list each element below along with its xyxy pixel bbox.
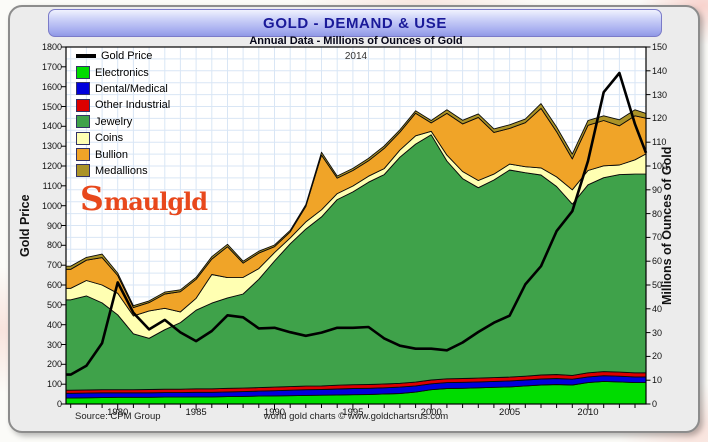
left-tick-label: 1000 — [41, 200, 62, 211]
right-tick-label: 70 — [652, 232, 663, 243]
legend-item: Bullion — [76, 146, 170, 162]
legend-color-swatch — [76, 82, 90, 96]
left-tick-label: 1600 — [41, 81, 62, 92]
right-tick-label: 60 — [652, 256, 663, 267]
legend-label: Electronics — [95, 66, 149, 79]
legend-line-swatch — [76, 54, 96, 59]
left-tick-label: 100 — [46, 379, 62, 390]
x-tick-label: 1990 — [263, 407, 286, 418]
left-tick-label: 400 — [46, 319, 62, 330]
x-tick-label: 2000 — [420, 407, 442, 418]
left-tick-label: 200 — [46, 359, 62, 370]
legend-item: Other Industrial — [76, 97, 170, 113]
legend-item: Coins — [76, 130, 170, 146]
right-tick-label: 80 — [652, 208, 663, 219]
left-tick-label: 1400 — [41, 121, 62, 132]
legend-item: Electronics — [76, 64, 170, 80]
right-tick-label: 130 — [652, 89, 668, 100]
right-tick-label: 30 — [652, 327, 663, 338]
right-tick-label: 110 — [652, 137, 667, 148]
chart-legend: Gold Price Electronics Dental/Medical Other… — [76, 48, 170, 179]
left-tick-label: 700 — [46, 260, 62, 271]
header-bar: GOLD - DEMAND & USE — [48, 9, 662, 37]
left-tick-label: 600 — [46, 280, 62, 290]
legend-color-swatch — [76, 164, 90, 178]
chart-subtitle: Annual Data - Millions of Ounces of Gold — [249, 35, 463, 47]
legend-label: Other Industrial — [95, 99, 171, 112]
footer-source: Source: CPM Group — [75, 411, 161, 422]
legend-color-swatch — [76, 66, 90, 80]
legend-label: Medallions — [95, 164, 148, 177]
right-tick-label: 40 — [652, 303, 663, 314]
legend-item: Dental/Medical — [76, 81, 170, 97]
left-tick-label: 1500 — [41, 101, 62, 112]
legend-label: Coins — [95, 132, 124, 145]
footer-credit: world gold charts © www.goldchartsrus.co… — [263, 411, 449, 422]
legend-label: Dental/Medical — [95, 82, 168, 95]
left-tick-label: 900 — [46, 220, 62, 231]
watermark-logo: Smaulgld — [80, 182, 208, 220]
right-tick-label: 140 — [652, 65, 668, 76]
legend-item: Jewelry — [76, 114, 170, 130]
watermark-text: maulgld — [103, 187, 208, 216]
legend-label: Bullion — [95, 148, 129, 161]
left-tick-label: 800 — [46, 240, 62, 251]
legend-color-swatch — [76, 98, 90, 112]
x-tick-label: 1985 — [185, 407, 207, 418]
legend-label: Gold Price — [101, 50, 153, 63]
right-tick-label: 20 — [652, 351, 663, 362]
x-tick-label: 2005 — [499, 407, 521, 418]
left-tick-label: 300 — [46, 339, 62, 350]
legend-label: Jewelry — [95, 115, 133, 128]
x-tick-label: 1980 — [107, 407, 129, 418]
left-tick-label: 500 — [46, 299, 62, 310]
left-tick-label: 1300 — [41, 141, 62, 152]
legend-color-swatch — [76, 148, 90, 162]
right-tick-label: 0 — [652, 399, 658, 409]
legend-item: Gold Price — [76, 48, 170, 64]
right-tick-label: 100 — [652, 161, 668, 171]
legend-color-swatch — [76, 131, 90, 145]
legend-item: Medallions — [76, 163, 170, 179]
chart-year-note: 2014 — [344, 51, 368, 62]
left-tick-label: 1800 — [41, 42, 62, 52]
right-tick-label: 50 — [652, 280, 663, 290]
left-tick-label: 1700 — [41, 61, 62, 72]
right-tick-label: 150 — [652, 42, 668, 52]
x-tick-label: 2010 — [577, 407, 599, 418]
page-title: GOLD - DEMAND & USE — [263, 14, 447, 32]
left-tick-label: 1200 — [41, 161, 62, 171]
right-tick-label: 90 — [652, 184, 663, 195]
x-tick-label: 1995 — [342, 407, 364, 418]
right-tick-label: 120 — [652, 113, 668, 124]
right-tick-label: 10 — [652, 375, 663, 386]
watermark-initial: S — [80, 179, 104, 218]
left-tick-label: 0 — [56, 399, 62, 409]
left-tick-label: 1100 — [42, 180, 62, 191]
legend-color-swatch — [76, 115, 90, 129]
